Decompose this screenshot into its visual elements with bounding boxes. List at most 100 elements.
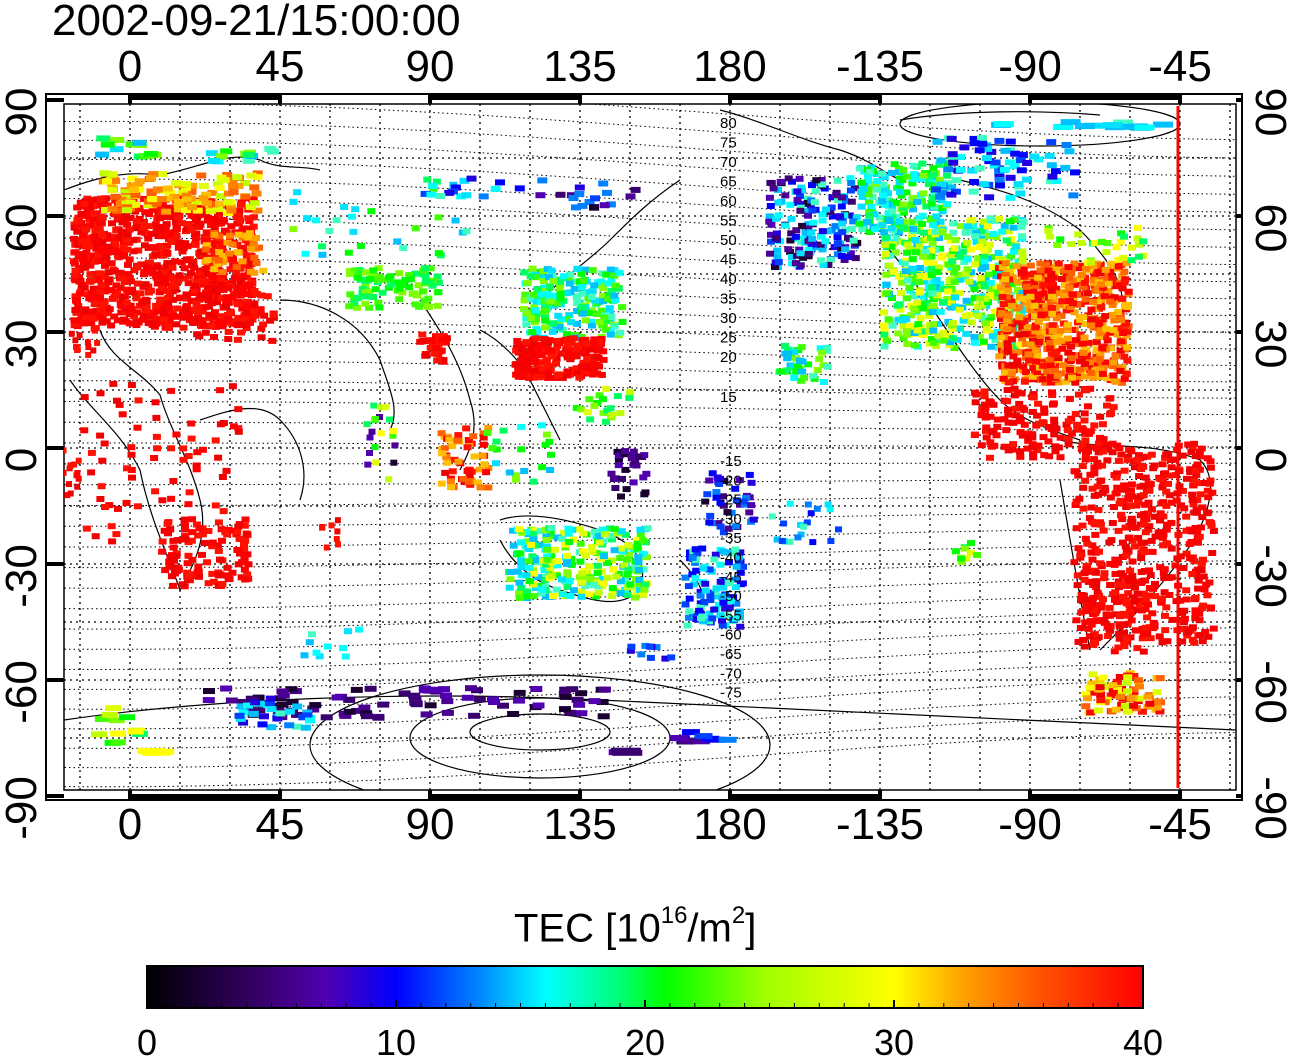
tec-cell: [133, 295, 141, 301]
tec-cell: [1037, 312, 1045, 318]
tec-cell: [805, 502, 812, 508]
tec-cell: [1117, 512, 1125, 518]
tec-cell: [534, 286, 542, 292]
tec-cell: [1032, 347, 1040, 353]
tec-cell: [1081, 478, 1089, 484]
tec-cell: [134, 425, 142, 431]
tec-cell: [101, 142, 115, 148]
tec-cell: [585, 396, 593, 402]
tec-cell: [578, 284, 586, 290]
tec-cell: [995, 216, 1003, 222]
tec-cell: [226, 208, 236, 214]
tec-cell: [1196, 617, 1204, 623]
tec-cell: [1117, 317, 1125, 323]
tec-cell: [1057, 454, 1065, 460]
tec-cell: [699, 566, 707, 572]
tec-cell: [882, 251, 890, 257]
tec-cell: [595, 590, 603, 596]
tec-cell: [982, 415, 990, 421]
tec-cell: [608, 412, 616, 418]
tec-cell: [302, 251, 310, 257]
tec-cell: [268, 338, 276, 344]
tec-cell: [1163, 638, 1171, 644]
tec-cell: [1090, 470, 1098, 476]
tec-cell: [1037, 267, 1045, 273]
tec-cell: [246, 320, 254, 326]
tec-cell: [234, 406, 242, 412]
tec-cell: [611, 547, 619, 553]
tec-cell: [944, 289, 952, 295]
tec-cell: [746, 472, 754, 478]
tec-cell: [1001, 276, 1009, 282]
tec-cell: [223, 468, 231, 474]
tec-cell: [192, 236, 200, 242]
tec-cell: [335, 541, 341, 547]
tec-cell: [624, 592, 632, 598]
tec-cell: [1182, 514, 1190, 520]
tec-cell: [585, 591, 593, 597]
tec-cell: [385, 476, 392, 482]
tec-cell: [896, 218, 904, 224]
tec-cell: [1110, 327, 1118, 333]
tec-cell: [1115, 445, 1123, 451]
tec-cell: [946, 192, 956, 198]
tec-cell: [545, 347, 553, 353]
tec-cell: [590, 582, 598, 588]
tec-cell: [1156, 476, 1164, 482]
tec-cell: [165, 325, 173, 331]
tec-cell: [348, 214, 356, 220]
tec-cell: [685, 615, 693, 621]
tec-cell: [259, 268, 267, 274]
tec-cell: [289, 226, 297, 232]
tec-cell: [747, 502, 755, 508]
tec-cell: [94, 340, 100, 346]
tec-cell: [1017, 167, 1027, 173]
tec-cell: [528, 329, 536, 335]
tec-cell: [88, 450, 96, 456]
tec-cell: [976, 296, 984, 302]
tec-cell: [1031, 325, 1039, 331]
tec-cell: [1016, 454, 1024, 460]
tec-cell: [530, 536, 538, 542]
tec-cell: [187, 270, 195, 276]
tec-cell: [1005, 379, 1013, 385]
tec-cell: [108, 538, 116, 544]
tec-cell: [1065, 264, 1073, 270]
tec-cell: [1010, 151, 1020, 157]
tec-cell: [510, 543, 518, 549]
tec-cell: [484, 430, 492, 436]
tec-cell: [1126, 578, 1134, 584]
tec-cell: [68, 491, 74, 497]
tec-cell: [971, 432, 979, 438]
tec-cell: [182, 306, 190, 312]
tec-cell: [1149, 625, 1157, 631]
tec-cell: [1093, 446, 1101, 452]
tec-cell: [937, 309, 945, 315]
tec-cell: [105, 269, 113, 275]
tec-cell: [1060, 293, 1068, 299]
tec-cell: [96, 135, 110, 141]
tec-cell: [117, 285, 125, 291]
tec-cell: [395, 270, 403, 276]
tec-cell: [902, 268, 910, 274]
tec-cell: [447, 478, 455, 484]
tec-cell: [354, 295, 362, 301]
tec-cell: [240, 194, 250, 200]
tec-cell: [1056, 236, 1064, 242]
tec-cell: [188, 436, 196, 442]
tec-cell: [459, 476, 467, 482]
tec-cell: [188, 516, 196, 522]
tec-cell: [1017, 418, 1025, 424]
tec-cell: [600, 202, 610, 208]
tec-cell: [369, 267, 377, 273]
tec-cell: [619, 319, 627, 325]
tec-cell: [781, 223, 789, 229]
tec-cell: [226, 233, 234, 239]
tec-cell: [1168, 546, 1176, 552]
tec-cell: [1000, 148, 1010, 154]
tec-cell: [1004, 362, 1012, 368]
tec-cell: [559, 591, 567, 597]
tec-cell: [215, 258, 223, 264]
tec-cell: [998, 310, 1006, 316]
tec-cell: [971, 340, 979, 346]
